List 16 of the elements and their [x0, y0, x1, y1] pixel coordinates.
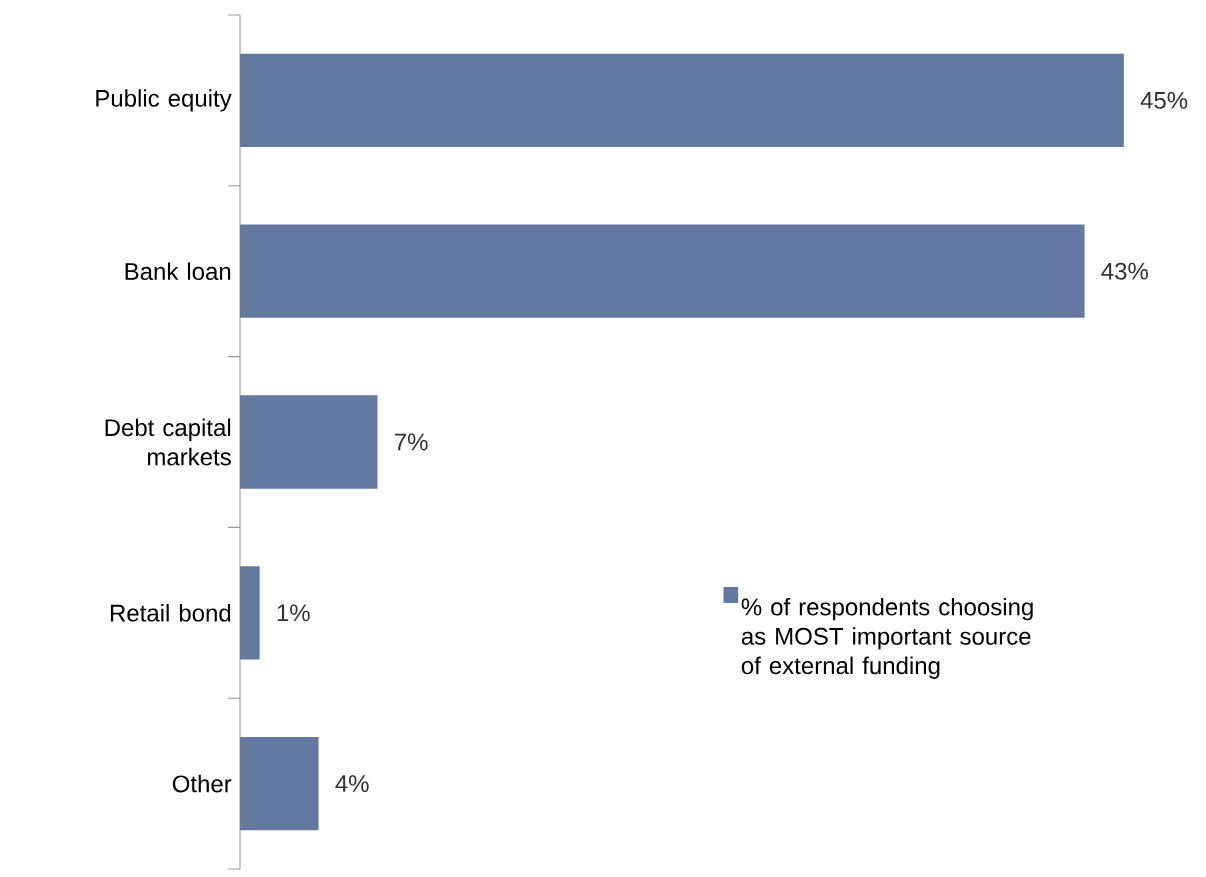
data-label: 7%: [394, 433, 428, 451]
y-tick-label: Bank loan: [125, 262, 231, 281]
data-label: 43%: [1101, 262, 1148, 280]
bar: [240, 224, 1085, 318]
bar: [240, 53, 1124, 148]
y-tick-label: Retail bond: [110, 603, 231, 622]
bar: [240, 566, 260, 660]
legend-label: % of respondents choosing as MOST important source of external funding: [741, 597, 1033, 679]
bar: [240, 395, 378, 489]
data-label: 4%: [335, 775, 369, 792]
data-label: 45%: [1140, 91, 1188, 109]
bar: [240, 736, 319, 831]
y-tick-label: Other: [172, 774, 232, 793]
data-label: 1%: [277, 604, 310, 622]
y-tick-label: Public equity: [96, 89, 232, 112]
y-tick-label: Debt capital markets: [105, 418, 231, 466]
